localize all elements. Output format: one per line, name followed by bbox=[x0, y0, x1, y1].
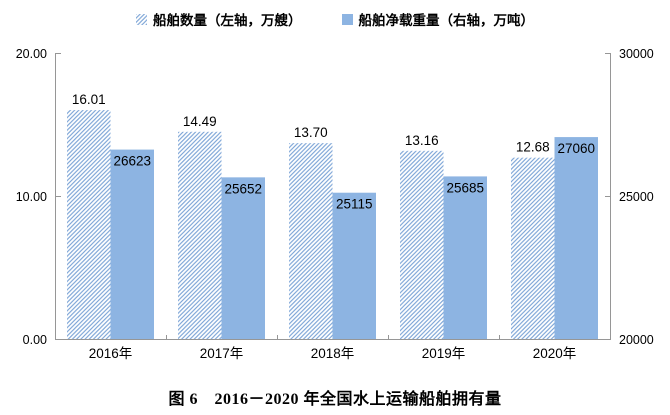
right-axis-tick-label: 25000 bbox=[619, 190, 654, 204]
ship-count-label-2016: 16.01 bbox=[72, 92, 106, 107]
left-axis-tick-label: 20.00 bbox=[16, 47, 47, 61]
deadweight-bar-2017 bbox=[221, 177, 265, 339]
ship-count-bar-2017 bbox=[178, 131, 222, 339]
ship-count-label-2019: 13.16 bbox=[405, 133, 439, 148]
ship-count-label-2017: 14.49 bbox=[183, 114, 217, 129]
legend-label-deadweight: 船舶净载重量（右轴，万吨） bbox=[358, 13, 535, 28]
figure-caption: 图 6 2016－2020 年全国水上运输船舶拥有量 bbox=[168, 391, 502, 408]
deadweight-bar-2019 bbox=[443, 176, 487, 339]
deadweight-bar-2016 bbox=[110, 149, 154, 339]
deadweight-label-2020: 27060 bbox=[557, 141, 595, 156]
ship-count-label-2018: 13.70 bbox=[294, 125, 328, 140]
right-axis-tick-label: 30000 bbox=[619, 47, 654, 61]
legend-label-ship-count: 船舶数量（左轴，万艘） bbox=[153, 13, 302, 28]
hatched-swatch-icon bbox=[136, 13, 147, 25]
x-axis-label-2016: 2016年 bbox=[89, 346, 133, 361]
deadweight-label-2019: 25685 bbox=[446, 180, 484, 195]
ship-count-bar-2019 bbox=[400, 150, 444, 339]
x-axis-label-2020: 2020年 bbox=[533, 346, 577, 361]
right-axis-tick-label: 20000 bbox=[619, 333, 654, 347]
ship-count-bar-2018 bbox=[289, 143, 333, 339]
x-axis-label-2018: 2018年 bbox=[311, 346, 355, 361]
deadweight-bar-2020 bbox=[554, 137, 598, 339]
deadweight-label-2017: 25652 bbox=[224, 181, 262, 196]
chart-legend: 船舶数量（左轴，万艘） 船舶净载重量（右轴，万吨） bbox=[0, 9, 670, 29]
deadweight-bar-2018 bbox=[332, 192, 376, 339]
legend-item-deadweight: 船舶净载重量（右轴，万吨） bbox=[341, 9, 535, 29]
x-axis-label-2017: 2017年 bbox=[200, 346, 244, 361]
deadweight-label-2016: 26623 bbox=[113, 154, 151, 169]
ship-count-bar-2020 bbox=[511, 157, 555, 339]
solid-swatch-icon bbox=[341, 13, 353, 25]
x-axis-label-2019: 2019年 bbox=[422, 346, 466, 361]
left-axis-tick-label: 10.00 bbox=[16, 190, 47, 204]
bar-chart-canvas: 0.00 10.00 20.00 20000 25000 30000 16.01 26623 2… bbox=[16, 47, 654, 361]
left-axis-tick-label: 0.00 bbox=[23, 333, 47, 347]
legend-item-ship-count: 船舶数量（左轴，万艘） bbox=[136, 9, 302, 29]
ship-count-bar-2016 bbox=[67, 110, 111, 339]
deadweight-label-2018: 25115 bbox=[336, 197, 373, 212]
ship-count-label-2020: 12.68 bbox=[516, 140, 550, 155]
